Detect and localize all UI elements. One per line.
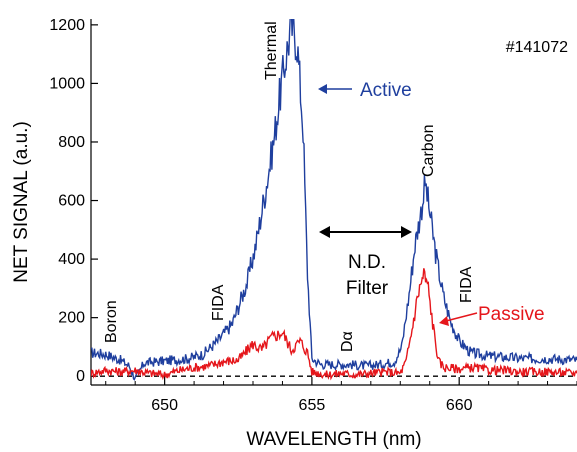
y-tick-label: 1200 (49, 17, 85, 34)
x-ticks: 650 655 660 (105, 377, 577, 414)
carbon-label: Carbon (420, 125, 437, 177)
x-tick-label: 650 (151, 397, 178, 414)
nd-filter-annotation: N.D. Filter (319, 226, 412, 299)
x-axis-title: WAVELENGTH (nm) (246, 429, 421, 450)
passive-label: Passive (478, 304, 545, 325)
x-tick-label: 660 (446, 397, 473, 414)
y-tick-label: 600 (58, 193, 85, 210)
y-tick-label: 200 (58, 310, 85, 327)
double-arrow-right-head-icon (401, 226, 412, 238)
series-active-line (91, 19, 577, 381)
active-arrowhead-icon (318, 84, 327, 94)
y-tick-label: 1000 (49, 75, 85, 92)
d-alpha-label: Dα (339, 331, 356, 352)
series-passive-line (91, 268, 577, 381)
thermal-label: Thermal (263, 21, 280, 80)
double-arrow-left-head-icon (319, 226, 330, 238)
shot-label: #141072 (506, 39, 568, 56)
nd-filter-label-line2: Filter (346, 278, 389, 299)
y-tick-label: 400 (58, 251, 85, 268)
fida-left-label: FIDA (210, 284, 227, 321)
x-tick-label: 655 (299, 397, 326, 414)
passive-arrow-icon (445, 312, 478, 322)
y-tick-label: 0 (76, 368, 85, 385)
active-label: Active (360, 80, 412, 101)
active-annotation: Active (318, 80, 412, 101)
y-ticks: 0 200 400 600 800 1000 1200 (49, 17, 98, 385)
passive-arrowhead-icon (439, 316, 449, 326)
nd-filter-label-line1: N.D. (348, 252, 386, 273)
passive-annotation: Passive (439, 304, 545, 326)
y-tick-label: 800 (58, 134, 85, 151)
fida-right-label: FIDA (458, 266, 475, 303)
boron-label: Boron (103, 300, 120, 343)
y-axis-title: NET SIGNAL (a.u.) (11, 121, 32, 283)
